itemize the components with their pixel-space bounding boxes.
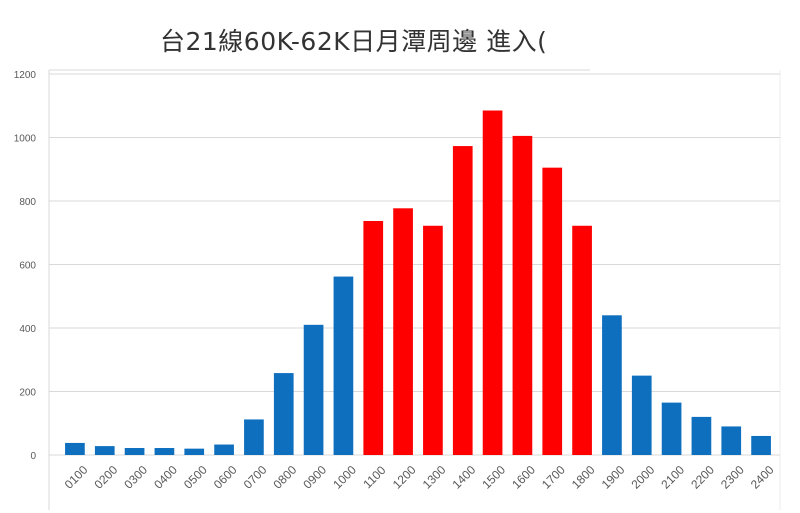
x-tick-label: 0900 (300, 463, 329, 492)
x-tick-label: 2400 (748, 463, 777, 492)
x-tick-label: 1300 (420, 463, 449, 492)
x-tick-label: 1900 (599, 463, 628, 492)
x-tick-label: 0100 (62, 463, 91, 492)
bar-0400 (154, 448, 175, 455)
x-tick-label: 1000 (330, 463, 359, 492)
bar-0800 (273, 373, 294, 455)
bar-0300 (124, 448, 145, 455)
bar-2000 (631, 375, 652, 455)
bar-1500 (482, 110, 503, 455)
y-tick-label: 600 (19, 261, 36, 272)
bar-1200 (393, 208, 413, 455)
bar-0200 (94, 446, 115, 455)
bar-1600 (512, 135, 533, 455)
bar-2400 (751, 435, 771, 455)
x-tick-label: 0500 (181, 463, 210, 492)
bar-0700 (244, 419, 264, 455)
bar-1700 (542, 167, 563, 455)
y-tick-label: 400 (19, 324, 36, 335)
x-tick-label: 2000 (629, 463, 658, 492)
bar-0600 (214, 444, 234, 455)
y-tick-label: 800 (19, 197, 36, 208)
bar-2300 (721, 426, 742, 455)
y-tick-label: 200 (19, 388, 36, 399)
x-tick-label: 1500 (479, 463, 508, 492)
x-tick-label: 0400 (151, 463, 180, 492)
bar-1000 (333, 276, 354, 455)
x-tick-label: 2200 (688, 463, 717, 492)
x-tick-label: 1700 (539, 463, 568, 492)
x-tick-label: 2100 (658, 463, 687, 492)
x-tick-label: 1200 (390, 463, 419, 492)
x-tick-label: 1800 (569, 463, 598, 492)
x-tick-label: 0300 (121, 463, 150, 492)
chart-title: 台21線60K-62K日月潭周邊 進入( (160, 27, 548, 56)
bar-1300 (423, 225, 443, 455)
bar-2100 (661, 402, 682, 455)
x-tick-label: 1600 (509, 463, 538, 492)
x-tick-label: 2300 (718, 463, 747, 492)
bar-0100 (65, 442, 85, 455)
bar-0500 (184, 448, 205, 455)
bar-1400 (452, 146, 473, 455)
x-tick-label: 1400 (450, 463, 479, 492)
x-tick-label: 1100 (360, 463, 388, 491)
x-tick-label: 0800 (271, 463, 300, 492)
x-tick-label: 0200 (92, 463, 121, 492)
y-tick-label: 1200 (14, 70, 37, 81)
bar-1800 (572, 225, 592, 455)
bar-2200 (691, 416, 712, 455)
x-tick-label: 0600 (211, 463, 240, 492)
x-tick-label: 0700 (241, 463, 270, 492)
bar-0900 (303, 324, 324, 455)
bar-1900 (602, 315, 622, 455)
bar-1100 (363, 221, 384, 455)
y-tick-label: 0 (30, 451, 36, 462)
y-tick-label: 1000 (14, 134, 37, 145)
